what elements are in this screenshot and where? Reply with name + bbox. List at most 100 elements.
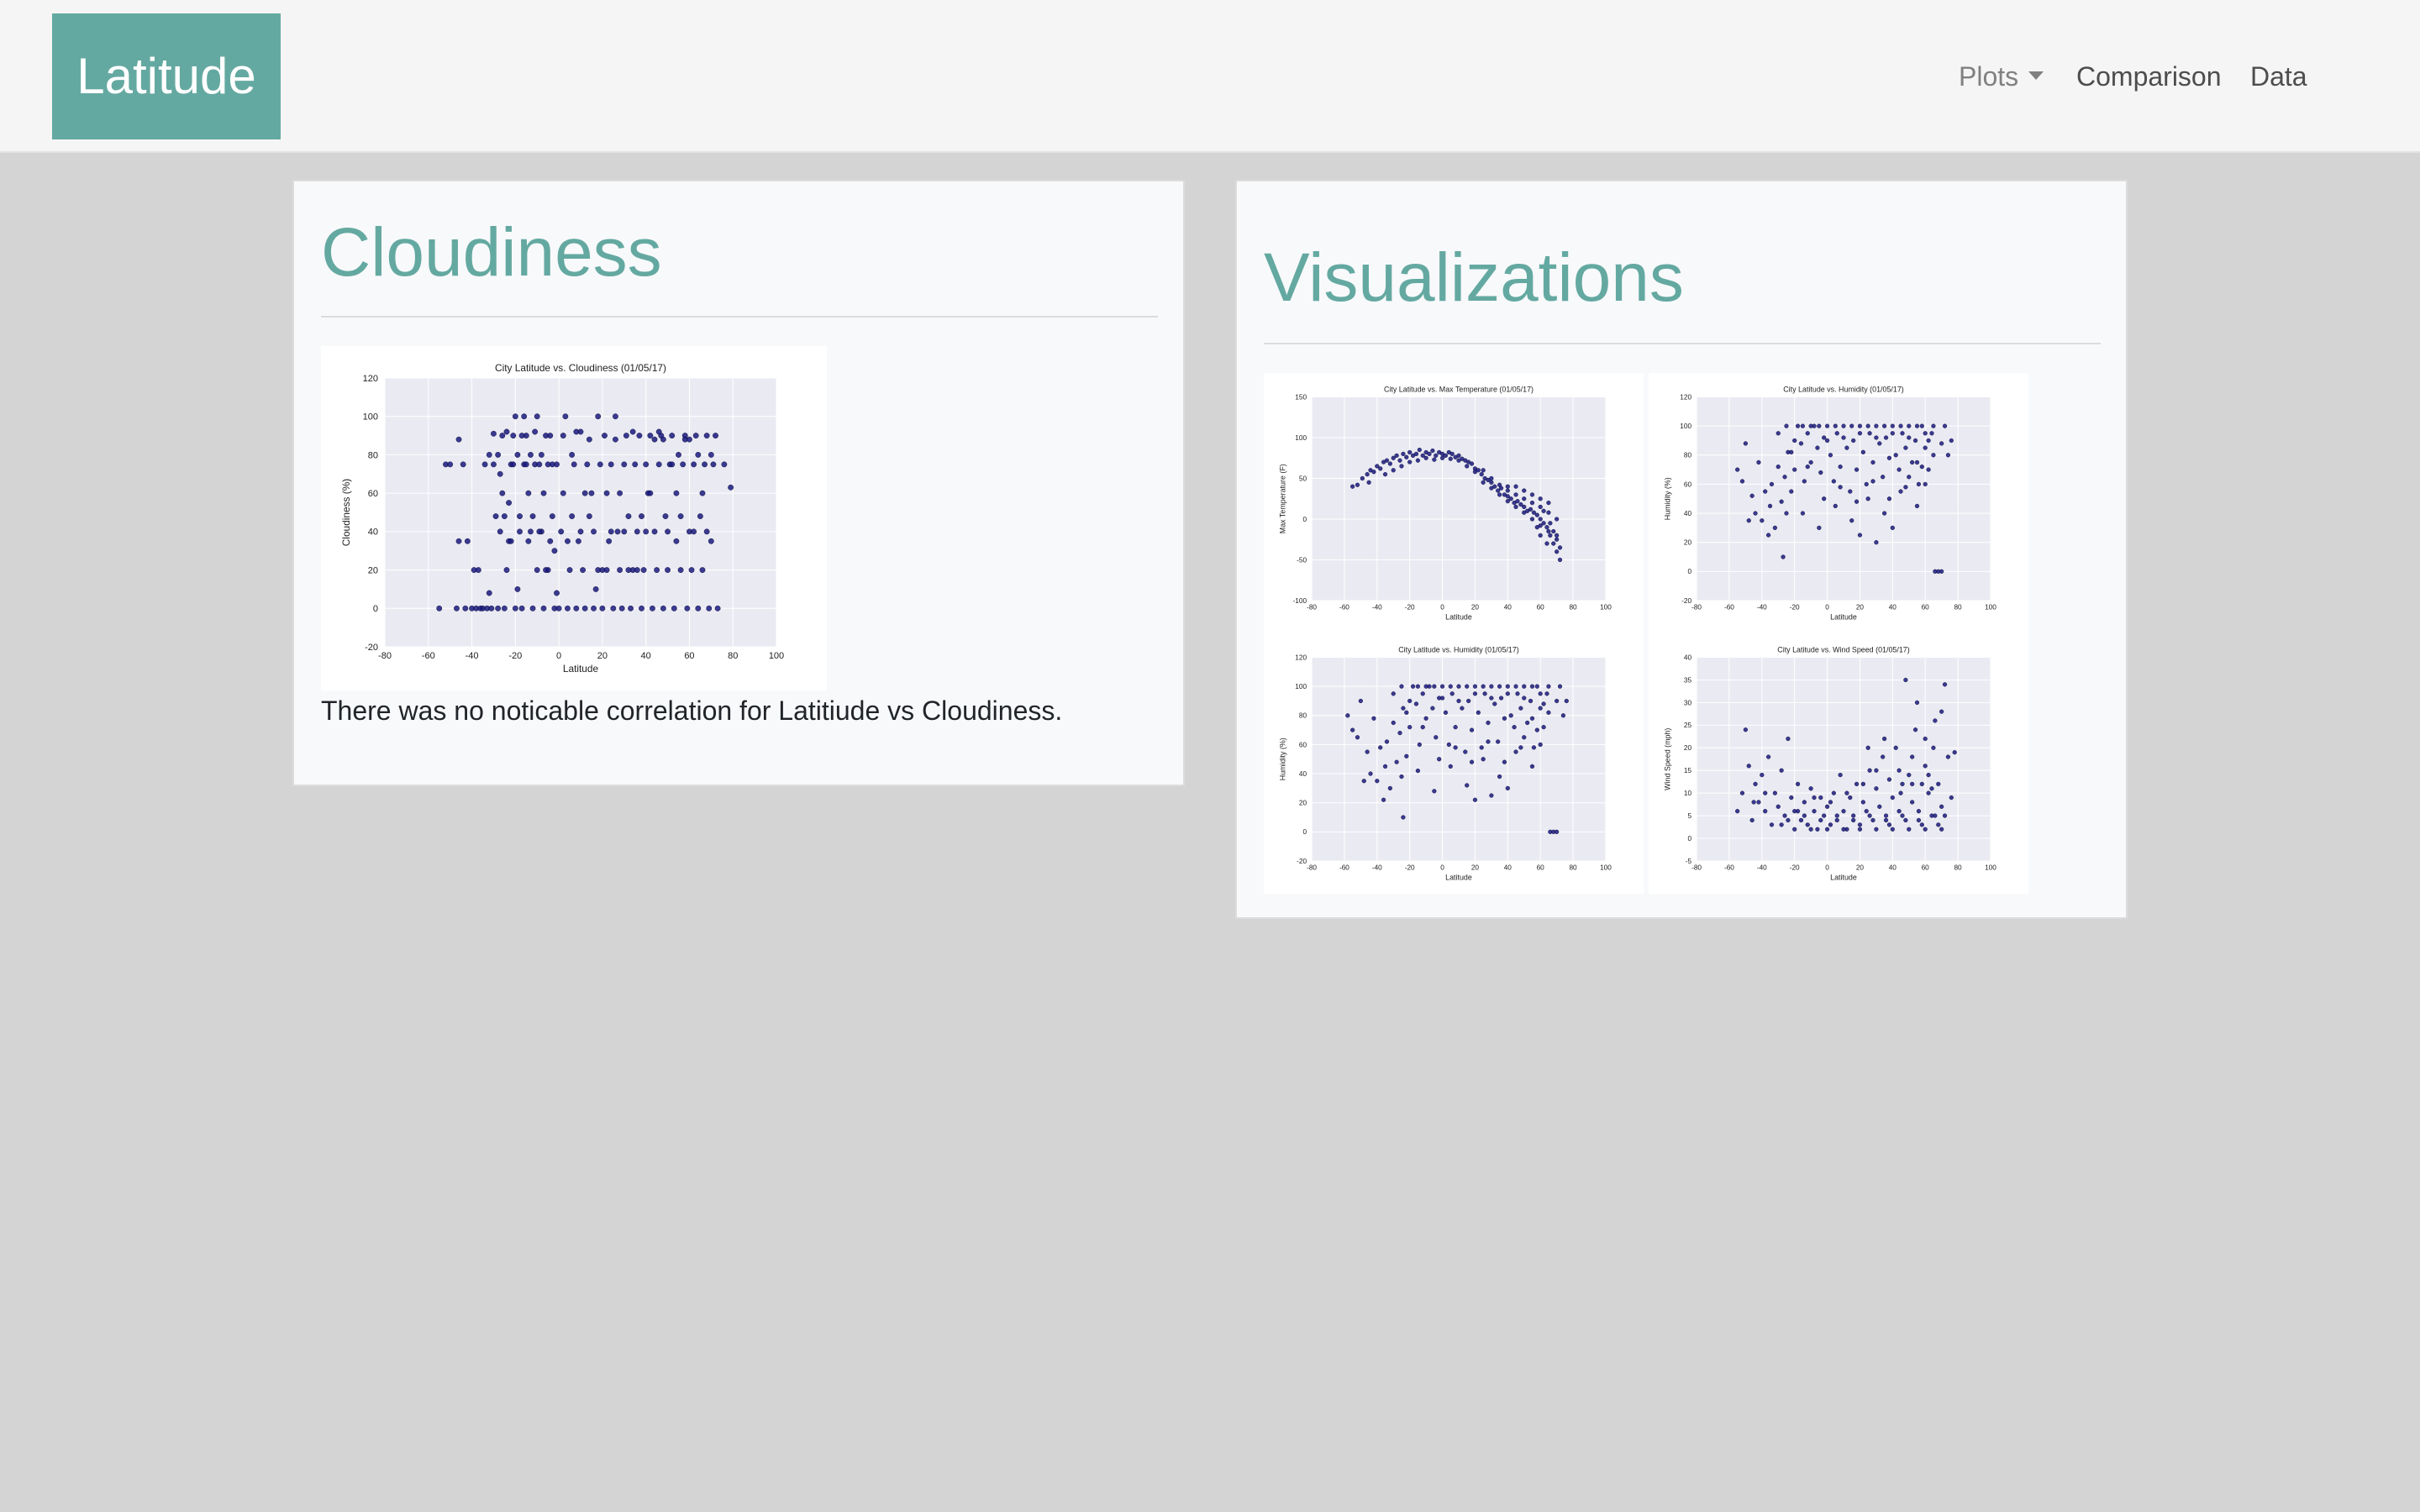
data-point [1481,468,1486,473]
y-tick-label: 60 [1684,480,1692,488]
x-tick-label: -60 [1339,864,1349,871]
data-point [1486,739,1491,744]
x-tick-label: -20 [1790,603,1800,611]
data-point [581,605,588,612]
brand-logo[interactable]: Latitude [52,13,281,139]
data-point [1384,739,1390,744]
data-point [691,461,697,468]
y-tick-label: 120 [1295,654,1307,661]
data-point [1528,507,1534,512]
max-temperature-plot[interactable]: -80 -60 -40 -20 0 20 40 60 80 100 -100 -50 0 50 100 150… [1264,373,1644,633]
x-tick-label: 100 [1985,603,1996,611]
data-point [1854,499,1860,504]
x-tick-label: -60 [422,651,435,661]
data-point [1817,423,1822,428]
data-point [1910,800,1915,805]
data-point [634,528,640,535]
data-point [1870,459,1876,465]
data-point [1805,822,1810,827]
data-point [1420,725,1425,730]
data-point [1874,827,1879,832]
data-point [1886,455,1892,460]
x-tick-label: 40 [1504,864,1512,871]
data-point [1525,720,1530,726]
data-point [1779,822,1784,827]
data-point [523,461,529,468]
data-point [1557,545,1563,550]
data-point [1546,510,1551,515]
data-point [1907,423,1912,428]
data-point [634,567,640,573]
data-point [640,567,647,573]
data-point [1886,822,1892,827]
data-point [1931,745,1936,750]
data-point [1448,764,1453,769]
data-point [625,513,632,519]
data-point [1919,822,1924,827]
data-point [1544,691,1549,696]
data-point [565,605,571,612]
data-point [560,433,566,438]
data-point [1802,800,1807,805]
humidity-plot[interactable]: -80 -60 -40 -20 0 20 40 60 80 100 -20 0 20 40 60 80 100 1… [1649,373,2028,633]
y-tick-label: -50 [1297,556,1307,564]
nav-comparison-link[interactable]: Comparison [2076,61,2222,92]
data-point [1432,684,1437,689]
y-tick-label: 40 [368,528,378,538]
data-point [602,433,608,438]
humidity-plot-2[interactable]: -80 -60 -40 -20 0 20 40 60 80 100 -20 0 20 40 60 80 100 1… [1264,633,1644,894]
data-point [1366,480,1371,485]
data-point [647,490,654,496]
data-point [1929,786,1934,791]
data-point [566,567,573,573]
x-tick-label: -40 [1757,603,1767,611]
data-point [1522,488,1527,493]
data-point [1548,533,1553,538]
data-point [497,470,503,477]
x-tick-label: -60 [1724,603,1734,611]
data-point [1776,465,1781,470]
data-point [1870,817,1876,823]
data-point [665,528,671,535]
data-point [1939,709,1944,714]
data-point [708,538,714,544]
x-tick-label: 80 [1954,603,1962,611]
data-point [529,605,536,612]
data-point [1898,423,1903,428]
y-tick-label: 100 [1295,434,1307,442]
data-point [1760,518,1765,523]
data-point [597,461,603,468]
data-point [1413,451,1419,457]
data-point [1534,727,1539,732]
data-point [695,605,702,612]
x-tick-label: 100 [1600,603,1612,611]
data-point [713,433,718,438]
data-point [1481,684,1486,689]
data-point [1479,472,1484,477]
data-point [1834,817,1839,823]
x-axis-label: Latitude [563,663,599,675]
data-point [558,528,565,535]
data-point [1551,541,1556,546]
data-point [497,528,503,535]
nav-data-link[interactable]: Data [2250,61,2307,92]
data-point [1802,813,1807,818]
data-point [636,433,643,438]
nav-plots-dropdown[interactable]: Plots [1959,0,2044,153]
data-point [1538,517,1543,522]
data-point [1831,790,1836,795]
data-point [562,413,569,420]
data-point [1529,492,1535,497]
data-point [1486,720,1491,726]
data-point [1841,435,1846,440]
cloudiness-plot[interactable]: -80 -60 -40 -20 0 20 40 60 80 100 -20 0 20 40 60 80 100 1… [321,346,827,690]
data-point [1784,423,1789,428]
data-point [1914,700,1920,706]
data-point [547,433,554,438]
wind-speed-plot[interactable]: -80 -60 -40 -20 0 20 40 60 80 100 -5 0 5 10 15 20 25 30 35… [1649,633,2028,894]
data-point [1420,691,1425,696]
x-tick-label: -40 [1372,864,1382,871]
data-point [1430,448,1435,454]
data-point [608,461,614,468]
data-point [499,433,506,438]
